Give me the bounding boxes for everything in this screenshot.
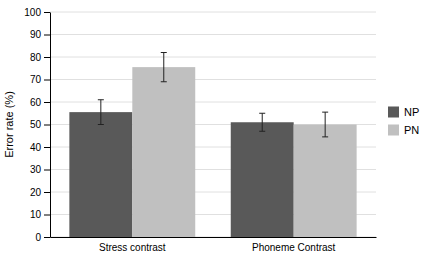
y-tick-label: 80 <box>30 52 42 63</box>
x-tick-label: Stress contrast <box>99 242 166 253</box>
y-tick-mark <box>44 57 50 58</box>
bar <box>294 125 357 238</box>
y-tick-label: 40 <box>30 142 42 153</box>
legend-label: PN <box>404 124 419 136</box>
y-tick-mark <box>44 12 50 13</box>
y-tick-label: 20 <box>30 187 42 198</box>
legend-item: NP <box>388 106 419 118</box>
y-axis-title: Error rate (%) <box>3 91 15 158</box>
grid-line <box>50 12 376 13</box>
y-axis: 0 10 20 30 40 50 60 70 80 90 100 <box>24 7 50 243</box>
y-tick-label: 30 <box>30 164 42 175</box>
error-bar <box>259 113 265 131</box>
error-bar <box>98 100 104 125</box>
y-axis-line <box>50 13 51 238</box>
y-tick: 100 <box>24 7 50 18</box>
y-tick-label: 100 <box>24 7 41 18</box>
legend: NP PN <box>388 106 419 136</box>
y-tick-mark <box>44 102 50 103</box>
y-tick-label: 50 <box>30 119 42 130</box>
grid <box>50 12 376 237</box>
legend-item: PN <box>388 124 419 136</box>
grid-line <box>50 102 376 103</box>
grid-line <box>50 34 376 35</box>
y-tick: 70 <box>30 74 50 85</box>
chart-svg: 0 10 20 30 40 50 60 70 80 90 100 Stress contrast Pho… <box>0 0 438 265</box>
y-tick: 20 <box>30 187 50 198</box>
error-bar <box>161 53 167 82</box>
y-tick: 50 <box>30 119 50 130</box>
y-tick: 30 <box>30 164 50 175</box>
legend-swatch <box>388 125 399 136</box>
x-tick: Phoneme Contrast <box>252 242 336 253</box>
y-tick-mark <box>44 192 50 193</box>
y-tick: 90 <box>30 29 50 40</box>
chart-container: 0 10 20 30 40 50 60 70 80 90 100 Stress contrast Pho… <box>0 0 438 265</box>
y-tick: 60 <box>30 97 50 108</box>
legend-swatch <box>388 107 399 118</box>
bar-series <box>132 53 356 238</box>
marks <box>69 53 356 238</box>
y-tick-label: 10 <box>30 209 42 220</box>
y-tick-mark <box>44 35 50 36</box>
grid-line <box>50 57 376 58</box>
x-tick-label: Phoneme Contrast <box>252 242 336 253</box>
x-tick: Stress contrast <box>99 242 166 253</box>
x-axis: Stress contrast Phoneme Contrast <box>51 238 377 254</box>
y-tick-label: 90 <box>30 29 42 40</box>
y-tick-mark <box>44 125 50 126</box>
y-tick-mark <box>44 80 50 81</box>
y-tick-mark <box>44 215 50 216</box>
bar <box>69 112 132 237</box>
error-bar <box>322 112 328 137</box>
y-tick-label: 0 <box>35 232 41 243</box>
grid-line <box>50 79 376 80</box>
y-tick-mark <box>44 147 50 148</box>
legend-label: NP <box>404 106 419 118</box>
y-tick: 80 <box>30 52 50 63</box>
y-tick-label: 70 <box>30 74 42 85</box>
bar <box>132 67 195 237</box>
y-tick: 0 <box>35 232 50 243</box>
bar <box>231 122 294 237</box>
y-tick-mark <box>44 170 50 171</box>
x-axis-line <box>51 237 377 238</box>
y-tick: 10 <box>30 209 50 220</box>
y-tick-mark <box>44 237 50 238</box>
y-tick-label: 60 <box>30 97 42 108</box>
y-tick: 40 <box>30 142 50 153</box>
